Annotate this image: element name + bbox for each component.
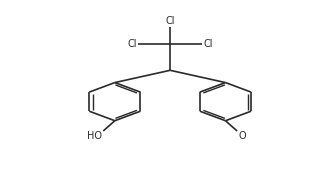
Text: O: O [238, 132, 246, 141]
Text: Cl: Cl [165, 16, 175, 26]
Text: HO: HO [87, 132, 102, 141]
Text: Cl: Cl [127, 39, 137, 49]
Text: Cl: Cl [204, 39, 213, 49]
